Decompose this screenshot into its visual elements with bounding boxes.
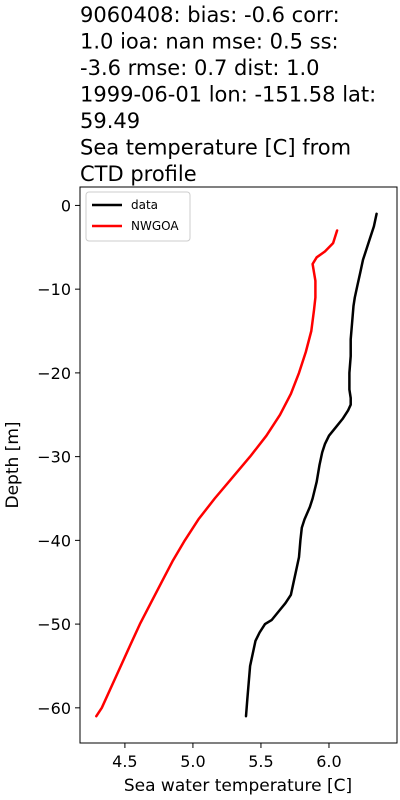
- y-tick-label: −50: [37, 615, 71, 634]
- legend-label-nwgoa: NWGOA: [131, 219, 179, 233]
- plot-lines: [95, 212, 378, 718]
- plot-frame: [79, 186, 398, 744]
- title-line: 9060408: bias: -0.6 corr:: [80, 3, 340, 27]
- title-line: 1.0 ioa: nan mse: 0.5 ss:: [80, 30, 339, 54]
- y-tick-label: 0: [61, 196, 71, 215]
- series-line-data: [244, 212, 378, 718]
- legend-label-data: data: [131, 198, 158, 212]
- x-axis-label: Sea water temperature [C]: [124, 776, 352, 796]
- y-tick-label: −40: [37, 531, 71, 550]
- y-tick-label: −60: [37, 699, 71, 718]
- chart-title: 9060408: bias: -0.6 corr: 1.0 ioa: nan ms…: [80, 3, 376, 186]
- x-tick-label: 5.0: [180, 752, 205, 771]
- x-tick-label: 5.5: [248, 752, 273, 771]
- x-axis-ticks: 4.5 5.0 5.5 6.0: [112, 743, 342, 771]
- title-line: 59.49: [80, 109, 140, 133]
- y-axis-label: Depth [m]: [3, 421, 23, 508]
- legend: data NWGOA: [85, 191, 191, 242]
- y-axis-ticks: 0 −10 −20 −30 −40 −50 −60: [37, 196, 80, 718]
- title-line: CTD profile: [80, 162, 197, 186]
- series-line-nwgoa: [95, 229, 339, 718]
- y-tick-label: −20: [37, 364, 71, 383]
- title-line: Sea temperature [C] from: [80, 136, 351, 160]
- y-tick-label: −10: [37, 280, 71, 299]
- title-line: -3.6 rmse: 0.7 dist: 1.0: [80, 56, 320, 80]
- x-tick-label: 4.5: [112, 752, 137, 771]
- x-tick-label: 6.0: [316, 752, 341, 771]
- y-tick-label: −30: [37, 448, 71, 467]
- title-line: 1999-06-01 lon: -151.58 lat:: [80, 83, 376, 107]
